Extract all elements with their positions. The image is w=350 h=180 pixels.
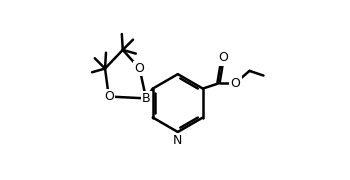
Text: O: O bbox=[218, 51, 228, 64]
Text: B: B bbox=[142, 92, 150, 105]
Text: N: N bbox=[173, 134, 182, 147]
Text: O: O bbox=[135, 62, 145, 75]
Text: O: O bbox=[104, 90, 114, 103]
Text: O: O bbox=[231, 76, 240, 89]
